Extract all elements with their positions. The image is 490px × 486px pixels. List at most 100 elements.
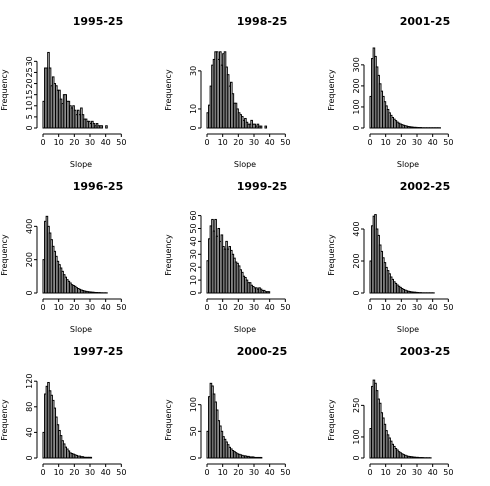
x-tick-label: 30: [412, 138, 422, 147]
y-tick-label: 200: [352, 253, 361, 268]
y-axis-label: Frequency: [327, 69, 336, 111]
panel-title: 1999-25: [237, 180, 288, 193]
histogram-panel: 2001-25 0 10 20 30 40 50 0 100 200 300 Slope Frequen…: [327, 15, 453, 169]
y-axis-label: Frequency: [164, 234, 173, 276]
panel-title: 2003-25: [400, 345, 451, 358]
histogram-panel: 1995-250 10 20 30 40 50051015202530SlopeFrequ…: [0, 15, 126, 169]
y-tick-label: 50: [189, 223, 198, 233]
x-tick-label: 10: [54, 468, 64, 477]
x-tick-label: 40: [428, 303, 438, 312]
x-tick-label: 0: [40, 138, 45, 147]
x-axis-label: Slope: [234, 160, 256, 169]
x-tick-label: 0: [40, 303, 45, 312]
x-tick-label: 30: [412, 303, 422, 312]
x-tick-label: 40: [101, 468, 111, 477]
histogram-bar: [105, 125, 108, 129]
x-tick-label: 30: [85, 303, 95, 312]
x-tick-label: 40: [265, 303, 275, 312]
histogram-panel: 2000-2501020304050050100SlopeFrequency: [164, 345, 290, 477]
x-tick-label: 0: [204, 138, 209, 147]
x-tick-label: 20: [69, 138, 79, 147]
y-tick-label: 5: [25, 114, 34, 119]
y-tick-label: 20: [189, 262, 198, 272]
histogram-panel: 1998-25 0 10 20 30 40 50 0 10 30 Slope Frequency: [164, 15, 290, 169]
histogram-bar: [264, 125, 268, 129]
x-tick-label: 0: [40, 468, 45, 477]
x-tick-label: 50: [116, 303, 126, 312]
y-tick-label: 30: [189, 249, 198, 259]
x-tick-label: 10: [218, 138, 228, 147]
x-tick-label: 10: [54, 138, 64, 147]
x-tick-label: 50: [116, 468, 126, 477]
x-tick-label: 40: [265, 138, 275, 147]
x-axis-label: Slope: [70, 160, 92, 169]
x-tick-label: 0: [204, 468, 209, 477]
panel-title: 1996-25: [73, 180, 124, 193]
y-tick-label: 40: [189, 236, 198, 246]
y-tick-label: 60: [189, 210, 198, 220]
x-tick-label: 50: [443, 303, 453, 312]
y-tick-label: 10: [25, 101, 34, 111]
panel-title: 1998-25: [237, 15, 288, 28]
x-tick-label: 50: [280, 468, 290, 477]
x-tick-label: 50: [280, 303, 290, 312]
histogram-panel: 2003-25010203040500100250SlopeFrequency: [327, 345, 453, 477]
histogram-bar: [89, 456, 93, 459]
y-axis-label: Frequency: [327, 399, 336, 441]
histogram-bar: [100, 125, 104, 129]
x-tick-label: 30: [85, 468, 95, 477]
x-tick-label: 30: [412, 468, 422, 477]
x-tick-label: 20: [396, 138, 406, 147]
x-tick-label: 10: [218, 303, 228, 312]
histogram-bar: [259, 125, 263, 129]
x-tick-label: 10: [381, 138, 391, 147]
x-tick-label: 20: [396, 468, 406, 477]
y-tick-label: 80: [25, 402, 34, 412]
x-tick-label: 30: [249, 468, 259, 477]
x-axis-label: Slope: [397, 160, 419, 169]
x-axis-label: Slope: [234, 325, 256, 334]
x-tick-label: 0: [367, 303, 372, 312]
y-tick-label: 0: [189, 290, 198, 295]
y-tick-label: 30: [25, 56, 34, 66]
x-tick-label: 0: [204, 303, 209, 312]
x-tick-label: 40: [265, 468, 275, 477]
y-tick-label: 0: [352, 125, 361, 130]
y-axis-label: Frequency: [164, 69, 173, 111]
x-tick-label: 0: [367, 138, 372, 147]
y-tick-label: 400: [25, 219, 34, 234]
x-tick-label: 10: [218, 468, 228, 477]
histogram-panel: 1999-25 0 10 20 30 40 50 0 10 20 30 40 50 60 Slope Freq…: [164, 180, 290, 334]
panel-title: 2000-25: [237, 345, 288, 358]
y-axis-label: Frequency: [327, 234, 336, 276]
x-tick-label: 50: [443, 138, 453, 147]
y-tick-label: 100: [189, 397, 198, 412]
x-tick-label: 20: [233, 468, 243, 477]
histogram-panel: 1996-25 0 10 20 30 40 50 0 200 400 Slope Frequency: [0, 180, 126, 334]
panel-title: 2001-25: [400, 15, 451, 28]
x-tick-label: 30: [249, 303, 259, 312]
x-tick-label: 30: [85, 138, 95, 147]
x-tick-label: 50: [280, 138, 290, 147]
y-tick-label: 10: [189, 104, 198, 114]
y-tick-label: 20: [25, 78, 34, 88]
x-tick-label: 0: [367, 468, 372, 477]
y-tick-label: 30: [189, 66, 198, 76]
panel-title: 1997-25: [73, 345, 124, 358]
y-tick-label: 400: [352, 221, 361, 236]
y-tick-label: 100: [352, 429, 361, 444]
y-tick-label: 0: [25, 455, 34, 460]
y-tick-label: 200: [25, 252, 34, 267]
y-tick-label: 300: [352, 57, 361, 72]
x-tick-label: 20: [396, 303, 406, 312]
y-axis-label: Frequency: [164, 399, 173, 441]
y-tick-label: 200: [352, 78, 361, 93]
x-tick-label: 40: [428, 138, 438, 147]
x-tick-label: 10: [381, 468, 391, 477]
histogram-panel: 1997-250102030405004080120SlopeFrequency: [0, 345, 126, 477]
x-tick-label: 40: [428, 468, 438, 477]
y-tick-label: 0: [352, 290, 361, 295]
y-axis-label: Frequency: [0, 69, 9, 111]
x-tick-label: 20: [233, 138, 243, 147]
